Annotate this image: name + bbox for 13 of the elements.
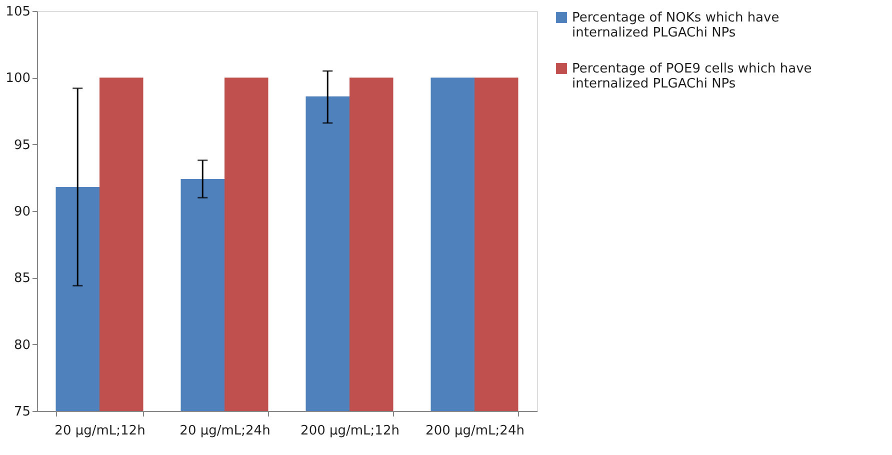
y-tick-label: 95 [14,138,30,153]
y-tick-label: 90 [14,204,30,220]
x-tick-label: 20 µg/mL;12h [54,424,146,438]
y-tick-label: 100 [6,71,30,86]
x-tick-label: 200 µg/mL;24h [426,424,524,438]
x-tick-label: 200 µg/mL;12h [300,424,400,438]
legend-label: Percentage of NOKs which have internalized PLGAChi NPs [572,10,780,40]
x-tick-label: 20 µg/mL;24h [180,424,270,438]
y-tick-label: 85 [14,271,30,286]
y-tick-label: 80 [14,338,30,353]
legend-label: Percentage of POE9 cells which have internalized PLGAChi NPs [572,62,812,92]
y-tick-label: 105 [6,4,30,20]
y-tick-label: 75 [14,404,30,420]
